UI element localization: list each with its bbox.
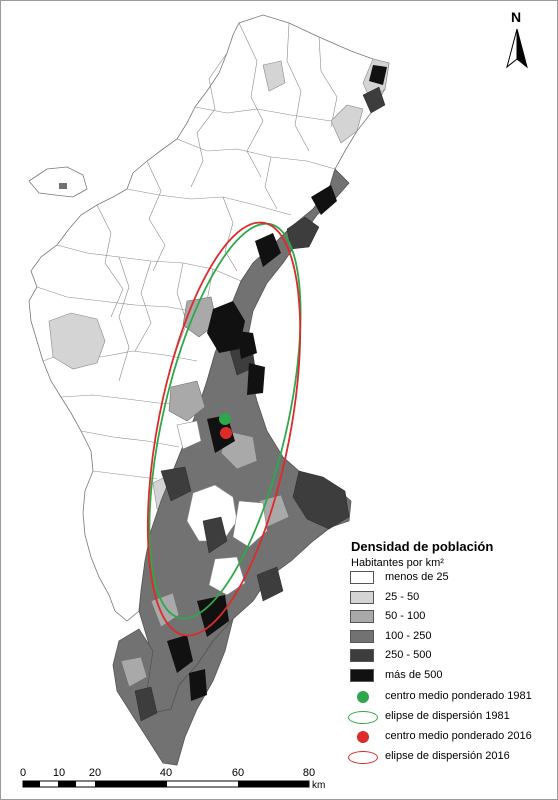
legend-label-class-2: 50 - 100 <box>385 610 426 622</box>
legend-label-class-0: menos de 25 <box>385 571 449 583</box>
scale-tick-0: 0 <box>19 767 27 779</box>
scale-tick-10: 10 <box>52 767 66 779</box>
legend-ellipse-1981-icon <box>348 711 378 724</box>
scale-tick-20: 20 <box>88 767 102 779</box>
scale-tick-80: 80 <box>302 767 316 779</box>
legend-label-class-5: más de 500 <box>385 669 443 681</box>
zones-over-500 <box>167 65 387 701</box>
legend-label-centro-1981: centro medio ponderado 1981 <box>385 690 532 702</box>
legend-ellipse-2016-icon <box>348 751 378 764</box>
legend-swatch-class-4 <box>350 649 374 662</box>
legend-subtitle: Habitantes por km² <box>351 557 444 569</box>
legend-swatch-class-5 <box>350 669 374 682</box>
legend-swatch-class-0 <box>350 571 374 584</box>
scale-tick-60: 60 <box>231 767 245 779</box>
centro-medio-2016-marker <box>220 427 232 439</box>
scale-unit: km <box>312 780 326 791</box>
legend-label-centro-2016: centro medio ponderado 2016 <box>385 730 532 742</box>
legend-swatch-class-1 <box>350 591 374 604</box>
ellipse-dispersion-2016 <box>146 221 302 637</box>
legend-label-elipse-2016: elipse de dispersión 2016 <box>385 750 510 762</box>
legend-swatch-class-2 <box>350 610 374 623</box>
legend-label-class-4: 250 - 500 <box>385 649 432 661</box>
legend-label-elipse-1981: elipse de dispersión 1981 <box>385 710 510 722</box>
region-exclave <box>28 166 88 198</box>
centro-medio-1981-marker <box>219 413 231 425</box>
north-arrow-icon <box>506 28 528 69</box>
legend-title: Densidad de población <box>351 539 494 554</box>
legend-point-1981-icon <box>357 691 369 703</box>
legend-point-2016-icon <box>357 731 369 743</box>
scale-tick-40: 40 <box>159 767 173 779</box>
zones-under-25-interior <box>176 420 268 596</box>
legend-swatch-class-3 <box>350 630 374 643</box>
legend-label-class-3: 100 - 250 <box>385 630 432 642</box>
north-label: N <box>511 9 522 25</box>
legend-label-class-1: 25 - 50 <box>385 591 420 603</box>
scale-bar <box>22 780 310 788</box>
